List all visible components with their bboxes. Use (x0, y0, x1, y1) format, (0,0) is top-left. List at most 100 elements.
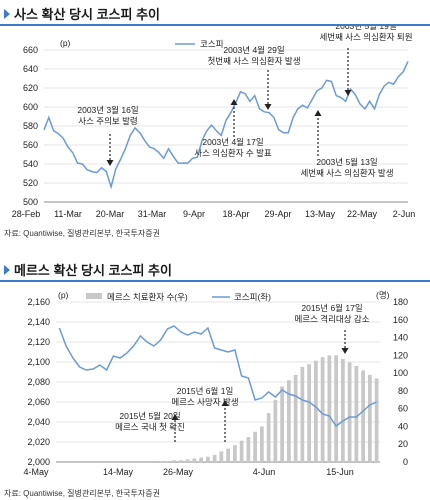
mers-annotation-1-line-0: 2015년 5월 20일 (119, 411, 180, 421)
mers-y-right-tick-label: 20 (398, 439, 408, 449)
mers-x-tick-label: 14-May (103, 467, 134, 477)
mers-bar (192, 458, 197, 462)
mers-chart-block: 메르스 확산 당시 코스피 추이 2,000 2,020 2,040 2,060 2,0… (0, 256, 430, 500)
mers-bar (239, 440, 244, 462)
sars-chart-source: 자료: Quantiwise, 질병관리본부, 한국투자증권 (4, 229, 160, 238)
sars-annotation-3-arrow-head-icon (264, 104, 272, 110)
mers-bar (158, 461, 163, 462)
mers-chart-title: 메르스 확산 당시 코스피 추이 (14, 263, 172, 278)
mers-y-left-tick-label: 2,120 (27, 337, 50, 347)
mers-bar (314, 360, 318, 462)
mers-legend-bar-swatch (86, 293, 102, 299)
sars-y-tick-label: 600 (23, 102, 38, 112)
mers-y-left-tick-label: 2,020 (27, 437, 50, 447)
sars-x-tick-label: 20-Mar (96, 209, 125, 219)
sars-chart-svg: 500 520 540 560 580 600 620 640 660 (p) 28-Feb 11-M… (12, 26, 416, 219)
mers-y-left-tick-label: 2,060 (27, 397, 50, 407)
mers-bar (361, 370, 365, 462)
mers-y-left-tick-label: 2,100 (27, 357, 50, 367)
sars-annotation-2-arrow-head-icon (230, 99, 238, 105)
sars-annotation-5-line-1: 세번째 사스 의심환자 퇴원 (319, 32, 412, 42)
mers-bar (219, 451, 224, 462)
sars-series-line (43, 61, 409, 190)
mers-x-tick-label: 4-Jun (253, 467, 276, 477)
sars-annotation-4-line-1: 세번째 사스 의심환자 발생 (300, 168, 393, 178)
mers-y-right-tick-label: 100 (393, 368, 408, 378)
mers-bar (260, 426, 264, 462)
mers-bar (253, 431, 257, 462)
mers-annotation-3-arrow-head-icon (341, 348, 349, 354)
mers-annotation-2-line-1: 메르스 사망자 발생 (171, 397, 238, 407)
sars-annotation-4-arrow-head-icon (314, 110, 322, 116)
mers-series-line (58, 325, 377, 428)
mers-bar (226, 448, 230, 462)
mers-x-tick-label: 26-May (163, 467, 194, 477)
mers-legend-bar-label: 메르스 치료환자 수(우) (107, 292, 188, 302)
mers-bar (172, 460, 176, 462)
title-marker-icon (4, 8, 10, 19)
sars-annotation-5-line-0: 2003년 5월 19일 (335, 26, 396, 31)
mers-title-rule (0, 280, 430, 282)
sars-chart-title: 사스 확산 당시 코스피 추이 (14, 7, 161, 22)
sars-x-tick-label: 13-May (305, 209, 336, 219)
mers-bar (273, 399, 278, 462)
mers-y-right-tick-label: 60 (398, 404, 408, 414)
mers-bar (165, 461, 170, 462)
mers-bar (287, 380, 291, 462)
mers-bar (212, 454, 217, 462)
mers-legend-line-label: 코스피(좌) (234, 292, 271, 302)
mers-bar (206, 456, 210, 462)
sars-annotation-1-line-0: 2003년 3월 16일 (77, 105, 138, 115)
mers-chart-source: 자료: Quantiwise, 질병관리본부, 한국투자증권 (4, 489, 160, 498)
sars-annotation-3-line-1: 첫번째 사스 의심환자 발생 (207, 56, 300, 66)
sars-x-tick-label: 9-Apr (183, 209, 205, 219)
mers-chart-title-wrap: 메르스 확산 당시 코스피 추이 (4, 260, 172, 279)
sars-annotation-2-line-1: 사스 의심환자 수 발표 (194, 148, 272, 158)
mers-bar (368, 374, 372, 462)
sars-annotation-4-line-0: 2003년 5월 13일 (316, 157, 377, 167)
mers-y-left-tick-label: 2,000 (27, 457, 50, 467)
mers-y-right-tick-label: 0 (403, 457, 408, 467)
mers-bar (327, 355, 332, 462)
sars-title-rule (0, 24, 430, 26)
mers-y-left-tick-label: 2,140 (27, 317, 50, 327)
mers-annotation-1-arrow-head-icon (171, 414, 179, 420)
mers-y-left-tick-label: 2,040 (27, 417, 50, 427)
sars-y-tick-label: 520 (23, 178, 38, 188)
sars-y-tick-label: 580 (23, 121, 38, 131)
sars-y-tick-label: 560 (23, 140, 38, 150)
mers-y-left-tick-label: 2,160 (27, 297, 50, 307)
sars-y-tick-label: 500 (23, 197, 38, 207)
mers-bar (334, 355, 338, 462)
mers-bar (266, 413, 271, 462)
mers-y-right-tick-label: 140 (393, 333, 408, 343)
mers-annotation-1-line-1: 메르스 국내 첫 확진 (115, 422, 185, 432)
mers-y-right-tick-label: 160 (393, 315, 408, 325)
sars-x-tick-label: 22-May (347, 209, 378, 219)
sars-x-tick-label: 2-Jun (393, 209, 416, 219)
mers-annotation-2-line-0: 2015년 6월 1일 (177, 386, 234, 396)
mers-bar (293, 374, 298, 462)
sars-y-tick-label: 540 (23, 159, 38, 169)
sars-annotation-2-line-0: 2003년 4월 17일 (202, 137, 263, 147)
sars-x-tick-label: 11-Mar (54, 209, 82, 219)
title-marker-icon (4, 264, 10, 275)
sars-y-unit-label: (p) (60, 38, 71, 48)
sars-x-tick-label: 29-Apr (264, 209, 291, 219)
mers-x-tick-label: 15-Jun (326, 467, 354, 477)
mers-bar (199, 457, 203, 462)
mers-bar (280, 386, 284, 462)
mers-y-right-tick-label: 40 (398, 421, 408, 431)
mers-annotation-3-line-1: 메르스 격리대상 감소 (294, 314, 369, 324)
sars-annotation-3-line-0: 2003년 4월 29일 (223, 45, 284, 55)
mers-chart-svg: 2,000 2,020 2,040 2,060 2,080 2,100 2,120 2,140… (23, 290, 408, 477)
sars-y-tick-label: 660 (23, 45, 38, 55)
sars-annotation-1-arrow-head-icon (106, 160, 114, 166)
mers-x-tick-label: 4-May (23, 467, 49, 477)
mers-bar (347, 362, 352, 462)
sars-annotation-1-line-1: 사스 주의보 발령 (78, 116, 137, 126)
sars-x-tick-label: 28-Feb (12, 209, 41, 219)
sars-y-tick-label: 620 (23, 83, 38, 93)
sars-legend-label: 코스피 (200, 39, 223, 49)
mers-bar (233, 445, 237, 462)
